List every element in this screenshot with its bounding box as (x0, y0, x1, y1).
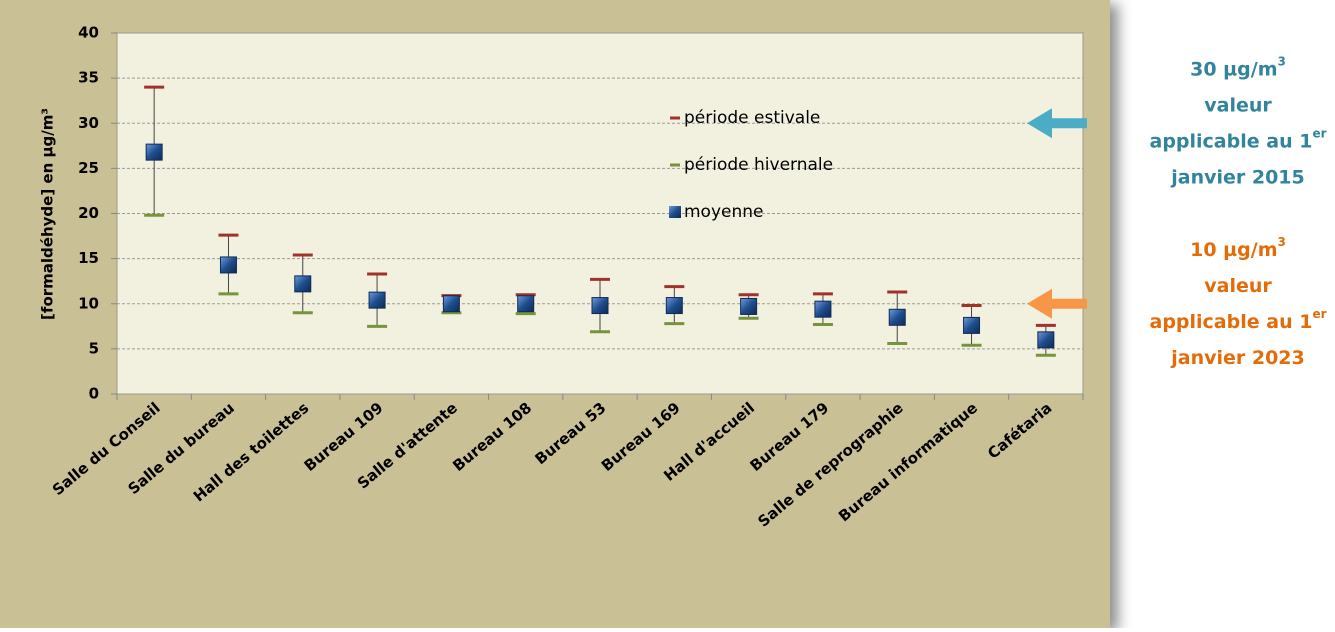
mean-marker (814, 300, 832, 318)
annotation-arrow (1027, 288, 1087, 319)
annotation-text: 10 µg/m3 (1190, 234, 1286, 260)
annotation-text-part: 10 µg/m (1190, 238, 1277, 260)
annotation-text: valeur (1204, 94, 1272, 116)
y-tick-label: 0 (89, 385, 99, 403)
mean-marker (665, 297, 683, 315)
mean-marker (219, 256, 237, 274)
mean-marker (442, 295, 460, 313)
annotation-text: janvier 2015 (1170, 166, 1305, 188)
y-axis-label: [formaldéhyde] en µg/m³ (39, 108, 57, 320)
annotation-superscript: er (1312, 126, 1326, 140)
y-tick-label: 35 (78, 69, 99, 87)
y-tick-label: 20 (78, 204, 99, 222)
annotation-text-part: applicable au 1 (1150, 310, 1313, 332)
y-tick-label: 15 (78, 249, 99, 267)
y-tick-label: 10 (78, 294, 99, 312)
annotation-text-part: valeur (1204, 274, 1272, 296)
legend-label: période estivale (684, 108, 820, 128)
mean-marker (517, 295, 535, 313)
annotation-text: 30 µg/m3 (1190, 54, 1286, 80)
annotation-superscript: 3 (1278, 234, 1286, 248)
mean-marker (740, 297, 758, 315)
mean-marker (888, 308, 906, 326)
mean-marker (294, 275, 312, 293)
mean-marker (368, 291, 386, 309)
mean-marker (145, 143, 163, 161)
annotation-text: valeur (1204, 274, 1272, 296)
mean-marker (1037, 331, 1055, 349)
legend-label: moyenne (684, 202, 764, 222)
annotation-text: janvier 2023 (1170, 346, 1305, 368)
annotation-text-part: applicable au 1 (1150, 130, 1313, 152)
legend-symbol (669, 206, 681, 218)
annotation-text-part: janvier 2015 (1170, 166, 1305, 188)
annotation-superscript: er (1312, 306, 1326, 320)
mean-marker (591, 297, 609, 315)
y-tick-label: 30 (78, 114, 99, 132)
y-tick-label: 40 (78, 24, 99, 42)
annotation-text: applicable au 1er (1150, 126, 1327, 152)
legend-label: période hivernale (684, 155, 833, 175)
annotation-superscript: 3 (1278, 54, 1286, 68)
y-tick-label: 5 (89, 339, 99, 357)
y-tick-label: 25 (78, 159, 99, 177)
annotation-arrow (1027, 108, 1087, 139)
annotation-text: applicable au 1er (1150, 306, 1327, 332)
annotation-text-part: valeur (1204, 94, 1272, 116)
annotation-text-part: janvier 2023 (1170, 346, 1305, 368)
mean-marker (963, 316, 981, 334)
annotation-text-part: 30 µg/m (1190, 58, 1277, 80)
